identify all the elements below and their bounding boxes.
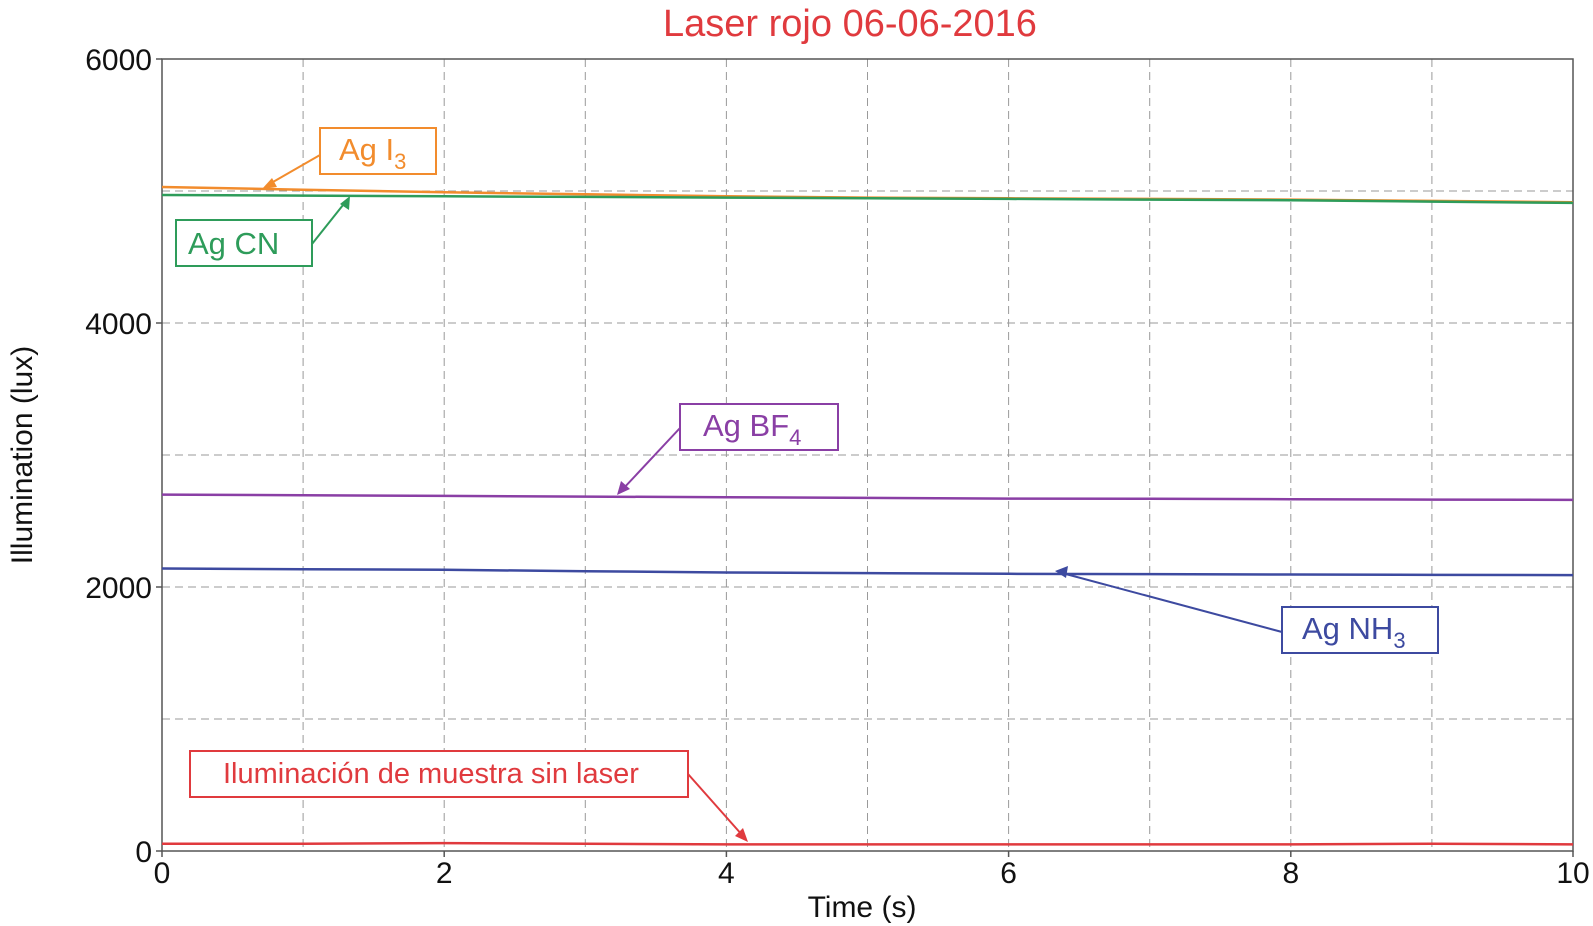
annotation-ag-bf4: Ag BF4	[617, 403, 839, 495]
annotation-arrow	[1061, 572, 1283, 633]
annotation-label: Iluminación de muestra sin laser	[223, 758, 639, 790]
annotation-arrowhead	[617, 481, 630, 495]
annotation-label-subscript: 3	[394, 149, 406, 174]
series-line-1	[161, 193, 1574, 205]
annotation-arrowhead	[735, 828, 748, 842]
series-line-2	[161, 493, 1574, 502]
annotation-label: Ag I3	[339, 132, 406, 174]
annotation-ag-nh3: Ag NH3	[1055, 566, 1439, 654]
x-tick-label: 0	[154, 857, 171, 890]
series-line-3	[161, 567, 1574, 577]
annotation-label: Ag NH3	[1302, 611, 1406, 653]
annotation-no-laser: Iluminación de muestra sin laser	[189, 750, 748, 842]
annotation-label-main: Ag NH	[1302, 611, 1393, 646]
annotation-arrow	[311, 199, 348, 245]
y-tick-label: 6000	[85, 44, 152, 77]
grid-lines	[161, 58, 1574, 852]
x-tick-label: 2	[436, 857, 453, 890]
annotation-box	[319, 127, 437, 175]
series-line-4	[162, 841, 1574, 846]
annotation-arrowhead	[262, 178, 277, 189]
annotation-label-main: Iluminación de muestra sin laser	[223, 758, 639, 790]
annotation-label: Ag CN	[188, 226, 279, 261]
x-tick-label: 4	[718, 857, 735, 890]
x-axis-label: Time (s)	[808, 891, 917, 924]
annotation-label-subscript: 3	[1393, 628, 1405, 653]
series-layer	[161, 185, 1574, 846]
annotation-arrowhead	[1055, 566, 1068, 578]
annotation-label-subscript: 4	[789, 425, 801, 450]
annotation-ag-i3: Ag I3	[262, 127, 437, 189]
annotation-box	[1281, 606, 1439, 654]
annotation-box	[679, 403, 839, 451]
chart-title: Laser rojo 06-06-2016	[663, 3, 1037, 45]
annotation-label-main: Ag BF	[703, 408, 789, 443]
annotation-label-main: Ag CN	[188, 226, 279, 261]
y-tick-label: 0	[135, 836, 152, 869]
annotation-box	[175, 219, 313, 267]
annotation-ag-cn: Ag CN	[175, 196, 350, 267]
y-tick-label: 2000	[85, 572, 152, 605]
y-axis-label: Illumination (lux)	[6, 346, 39, 564]
annotation-label-main: Ag I	[339, 132, 394, 167]
annotation-box	[189, 750, 689, 798]
x-tick-label: 10	[1556, 857, 1589, 890]
plot-frame	[161, 58, 1574, 852]
y-tick-label: 4000	[85, 308, 152, 341]
annotation-arrow	[687, 773, 744, 837]
x-tick-label: 6	[1000, 857, 1017, 890]
annotation-arrowhead	[340, 196, 350, 210]
tick-labels: 0 2 4 6 8 10 0 2000 4000 6000	[85, 44, 1589, 890]
annotation-label: Ag BF4	[703, 408, 801, 450]
annotation-arrow	[265, 154, 321, 187]
x-tick-label: 8	[1282, 857, 1299, 890]
annotation-arrow	[621, 427, 681, 491]
